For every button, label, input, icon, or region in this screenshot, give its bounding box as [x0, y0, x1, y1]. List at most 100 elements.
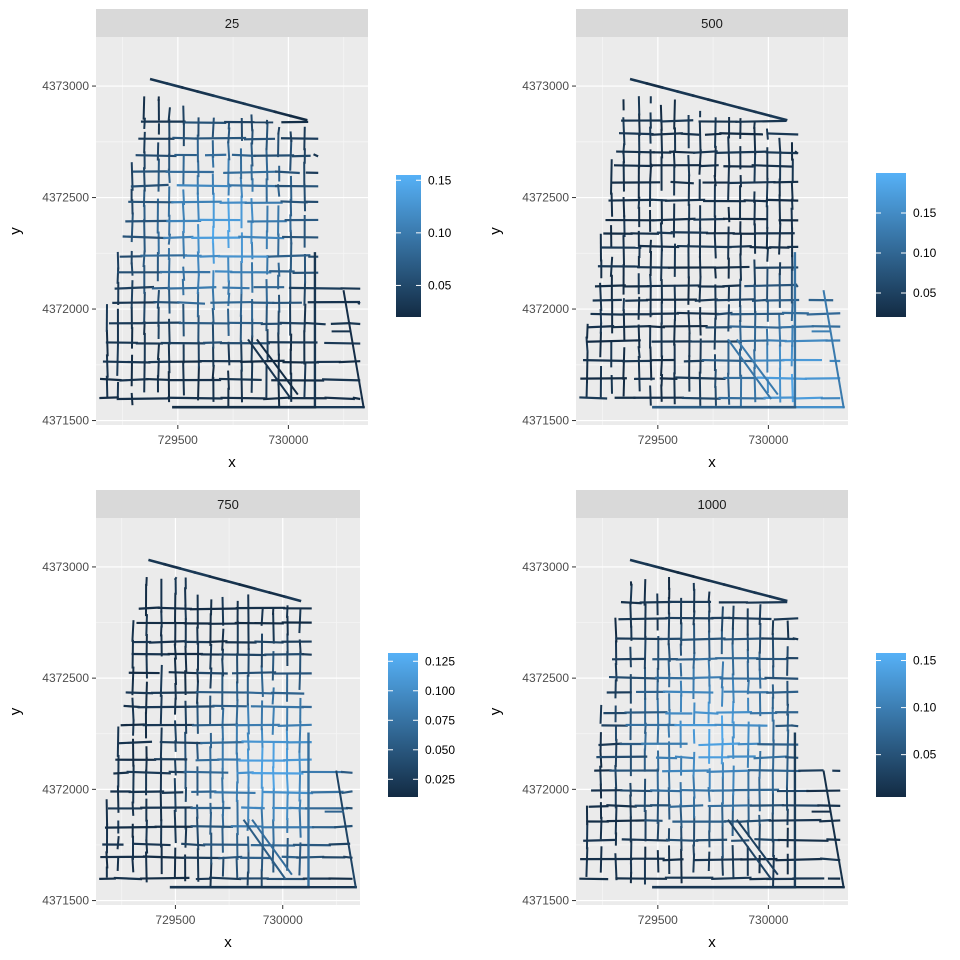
network-segment	[645, 562, 664, 570]
network-segment	[191, 723, 238, 727]
network-segment	[277, 723, 312, 727]
network-segment	[145, 819, 148, 842]
network-segment	[629, 602, 633, 628]
network-segment	[209, 876, 242, 881]
network-segment	[715, 298, 755, 302]
network-segment	[599, 704, 603, 724]
colorbar-label: 0.075	[425, 713, 455, 727]
network-segment	[113, 771, 129, 775]
network-segment	[691, 94, 711, 102]
facet-panel-25: 25 729500 730000 4371500 4372000 4372500 43730…	[7, 9, 452, 471]
network-segment	[143, 291, 146, 324]
y-tick-label: 4372500	[522, 191, 569, 205]
network-segment	[727, 180, 776, 185]
network-segment	[163, 562, 182, 570]
network-segment	[208, 640, 228, 644]
network-segment	[673, 99, 676, 130]
network-segment	[131, 620, 135, 642]
network-segment	[753, 367, 757, 403]
network-segment	[656, 821, 660, 842]
network-segment	[250, 142, 254, 167]
network-segment	[599, 749, 603, 768]
network-segment	[790, 301, 794, 322]
network-segment	[649, 273, 652, 288]
network-segment	[250, 705, 304, 709]
network-segment	[715, 150, 768, 154]
network-segment	[692, 774, 696, 799]
network-segment	[142, 96, 146, 120]
network-segment	[196, 273, 200, 295]
network-segment	[131, 666, 135, 696]
network-segment	[662, 858, 684, 862]
network-segment	[143, 117, 146, 130]
network-segment	[590, 312, 625, 316]
network-segment	[660, 85, 680, 94]
network-segment	[681, 396, 721, 400]
network-segment	[660, 119, 694, 123]
network-segment	[758, 823, 761, 851]
network-segment	[656, 788, 660, 824]
network-segment	[298, 750, 302, 776]
network-segment	[652, 217, 696, 222]
network-segment	[196, 668, 199, 683]
network-segment	[731, 736, 735, 759]
network-segment	[707, 851, 711, 872]
network-segment	[279, 321, 307, 325]
network-segment	[274, 170, 300, 175]
network-segment	[773, 180, 799, 184]
network-segment	[250, 335, 254, 364]
network-segment	[772, 854, 775, 887]
street-network	[99, 558, 357, 889]
network-segment	[606, 819, 647, 823]
network-segment	[779, 325, 814, 329]
colorbar-legend: 0.05 0.10 0.15	[876, 173, 937, 317]
network-segment	[184, 645, 188, 673]
network-segment	[214, 791, 256, 795]
network-segment	[679, 662, 683, 677]
network-segment	[585, 847, 589, 877]
network-segment	[277, 262, 281, 277]
network-segment	[679, 788, 715, 792]
network-segment	[242, 819, 287, 880]
x-tick-label: 729500	[158, 433, 198, 447]
network-segment	[692, 751, 696, 777]
network-segment	[629, 646, 632, 668]
network-segment	[131, 697, 135, 722]
y-tick-label: 4372000	[522, 782, 569, 796]
network-segment	[727, 338, 772, 400]
network-segment	[649, 385, 652, 406]
plot-panel	[576, 518, 848, 905]
network-segment	[289, 114, 308, 122]
network-segment	[693, 858, 743, 862]
network-segment	[218, 377, 262, 382]
network-segment	[739, 339, 770, 343]
network-segment	[303, 183, 307, 212]
network-segment	[698, 149, 702, 175]
y-tick-label: 4371500	[522, 414, 569, 428]
network-segment	[211, 286, 215, 311]
network-segment	[790, 724, 799, 728]
network-segment	[637, 324, 641, 349]
network-segment	[669, 150, 696, 154]
network-segment	[586, 339, 641, 343]
network-segment	[629, 583, 633, 605]
network-segment	[273, 110, 293, 118]
network-segment	[790, 181, 794, 201]
network-segment	[221, 628, 225, 651]
colorbar-label: 0.05	[428, 278, 452, 292]
colorbar-label: 0.050	[425, 743, 455, 757]
network-segment	[303, 281, 307, 306]
network-segment	[753, 152, 757, 184]
network-segment	[675, 376, 726, 380]
network-segment	[125, 691, 154, 695]
network-segment	[149, 77, 169, 86]
network-segment	[167, 233, 171, 245]
network-segment	[145, 681, 148, 715]
network-segment	[153, 300, 180, 304]
y-tick-label: 4373000	[522, 560, 569, 574]
network-segment	[720, 661, 725, 689]
network-segment	[583, 359, 625, 362]
network-segment	[156, 343, 161, 361]
network-segment	[173, 576, 178, 581]
network-segment	[142, 250, 146, 268]
